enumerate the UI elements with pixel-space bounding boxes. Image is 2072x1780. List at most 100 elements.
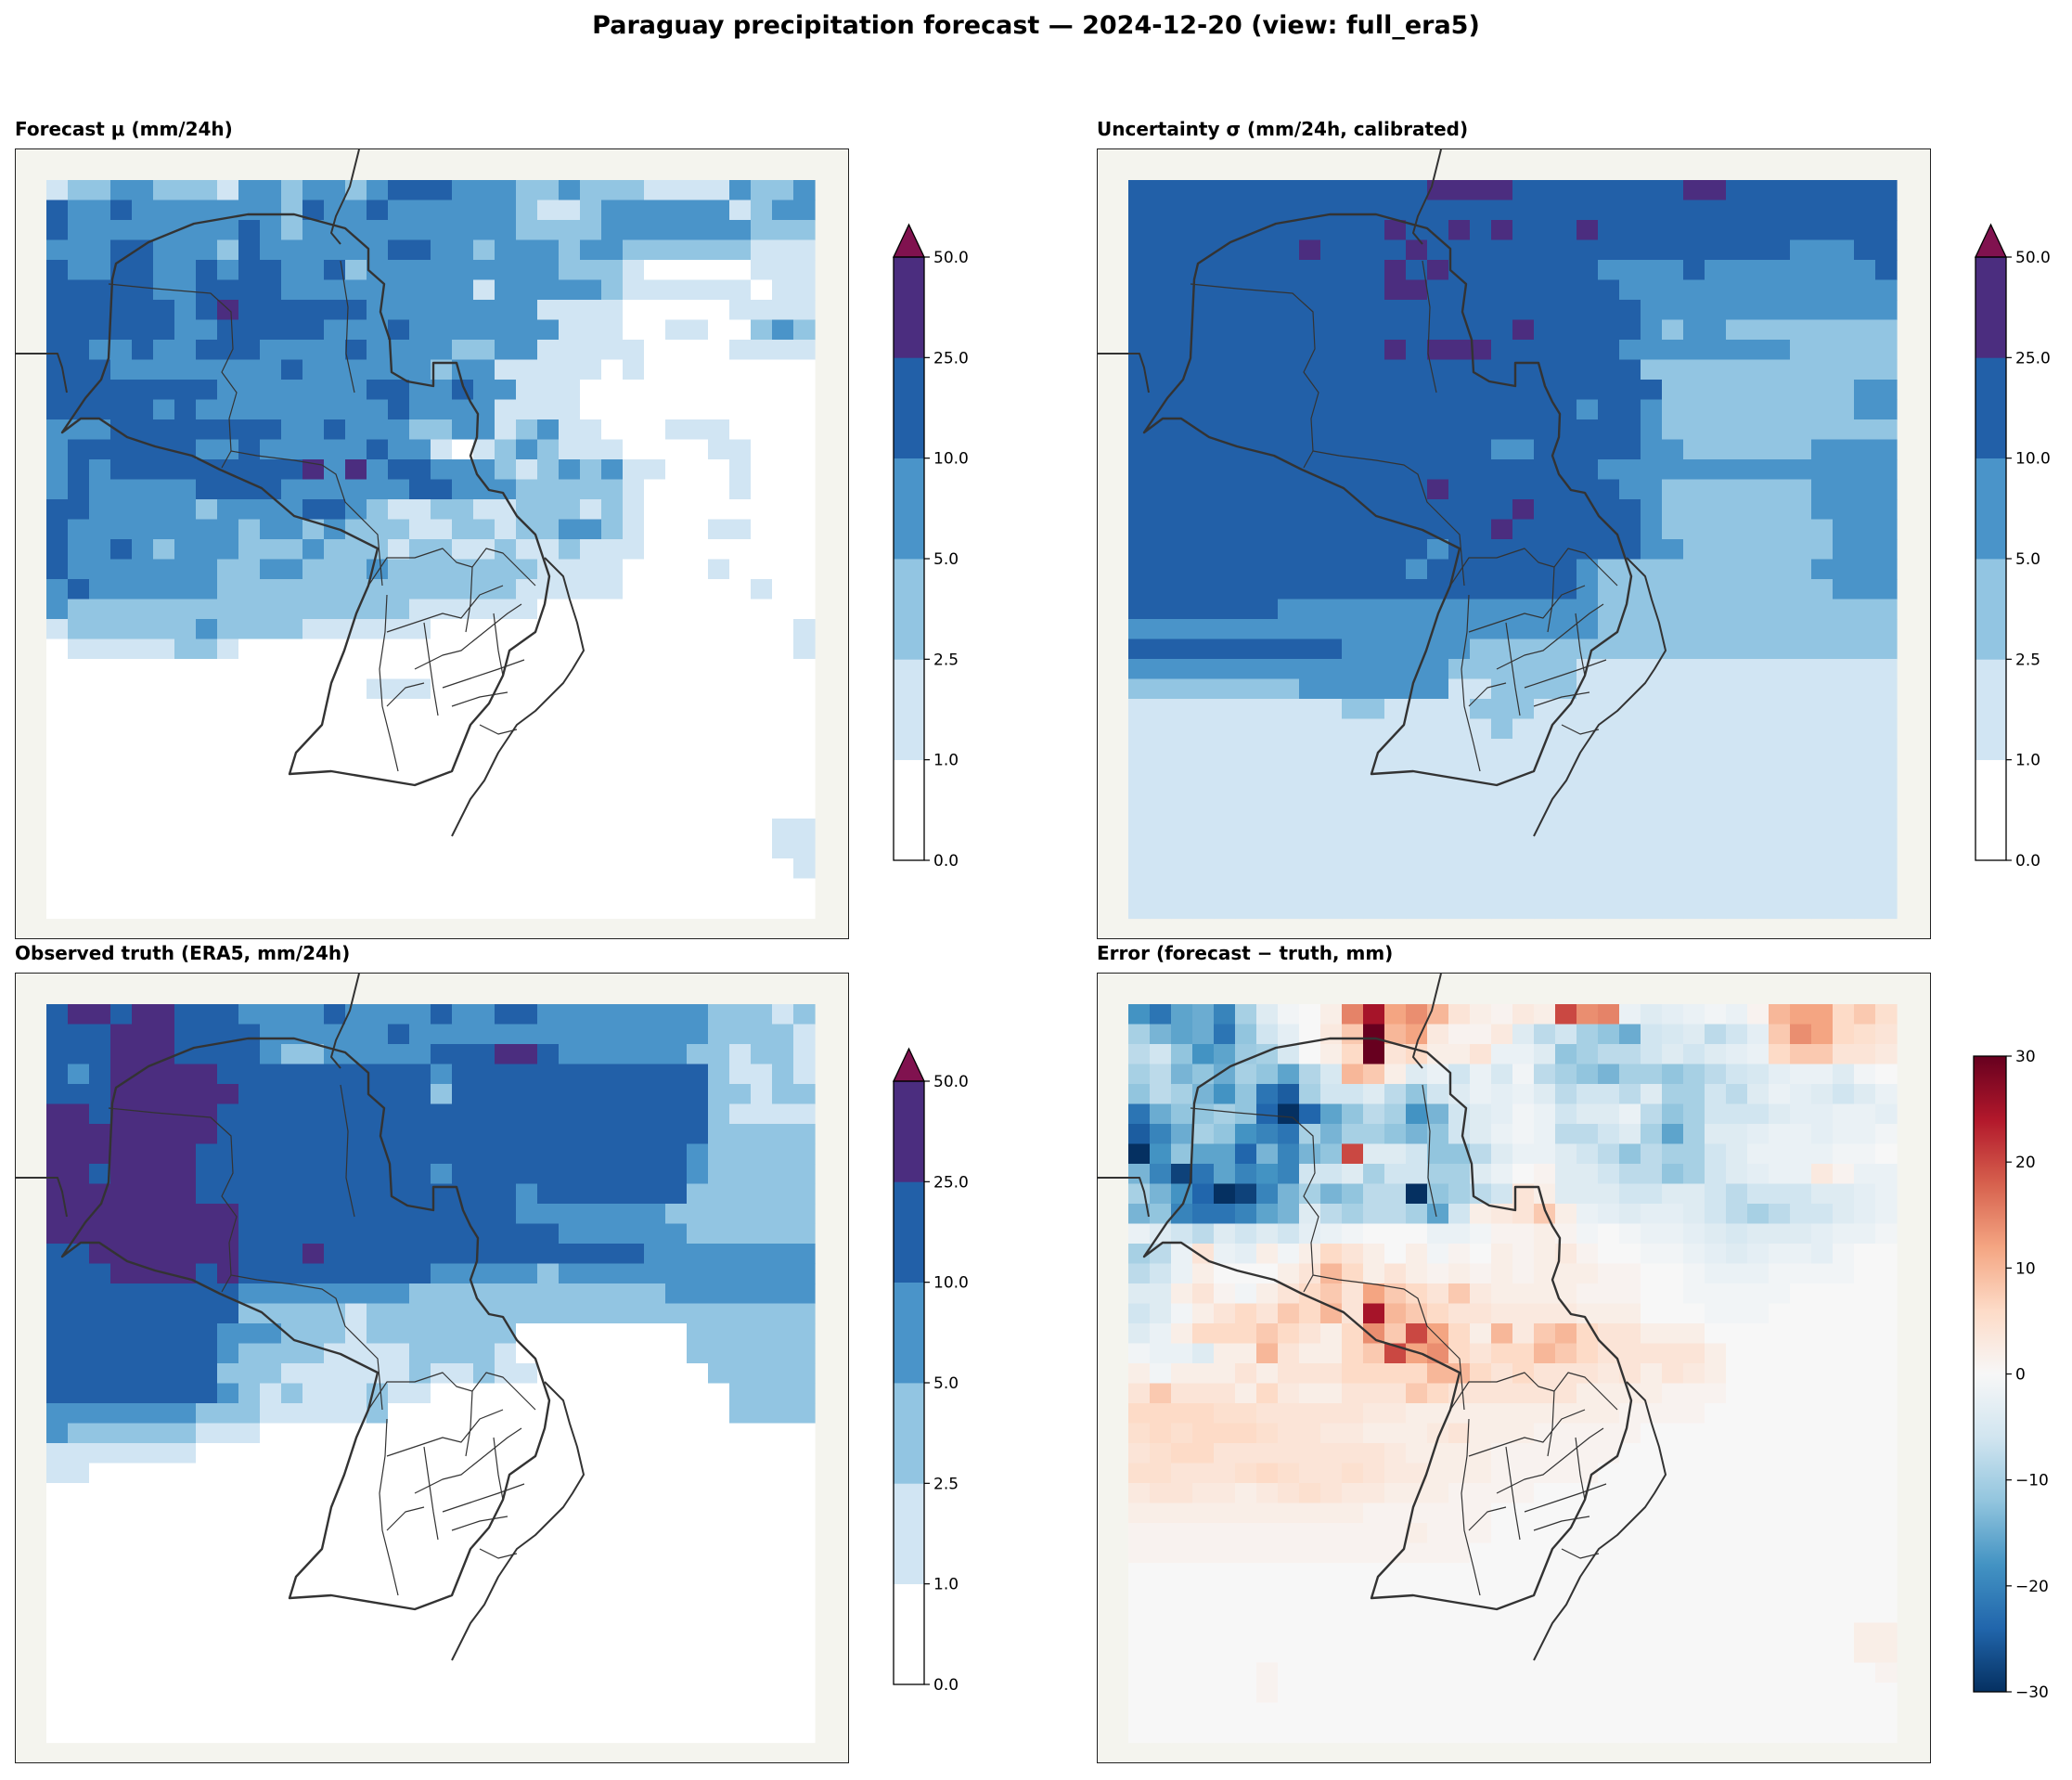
paraguay-outline (60, 213, 551, 787)
grid-cell (665, 638, 688, 660)
grid-cell (281, 1403, 303, 1425)
grid-cell (1363, 479, 1385, 500)
grid-cell (495, 319, 517, 341)
grid-cell (1662, 1343, 1684, 1364)
colorbar-tick-label: 10.0 (2015, 450, 2051, 469)
grid-cell (1192, 1124, 1215, 1145)
grid-cell (431, 1283, 453, 1305)
grid-cell (1363, 439, 1385, 460)
grid-cell (409, 1283, 431, 1305)
grid-cell (1811, 1383, 1834, 1404)
grid-cell (1662, 739, 1684, 760)
grid-cell (409, 1603, 431, 1624)
grid-cell (1128, 1204, 1151, 1225)
grid-cell (1747, 599, 1770, 620)
grid-cell (1641, 399, 1663, 420)
grid-cell (367, 619, 389, 640)
grid-cell (1662, 1443, 1684, 1464)
grid-cell (260, 798, 282, 819)
truth-map[interactable] (15, 973, 849, 1763)
grid-cell (1256, 1164, 1279, 1185)
grid-cell (196, 220, 218, 241)
grid-cell (452, 1223, 474, 1245)
grid-cell (1491, 180, 1513, 201)
grid-cell (1448, 479, 1471, 500)
grid-cell (281, 1483, 303, 1504)
grid-cell (302, 1463, 325, 1484)
grid-cell (644, 200, 666, 221)
grid-cell (1171, 1164, 1193, 1185)
grid-cell (153, 220, 175, 241)
grid-cell (260, 1024, 282, 1045)
grid-cell (153, 718, 175, 740)
grid-cell (1555, 1124, 1577, 1145)
grid-cell (1619, 399, 1641, 420)
grid-cell (217, 1622, 239, 1644)
grid-cell (1299, 678, 1321, 700)
grid-cell (1833, 1343, 1855, 1364)
grid-cell (452, 499, 474, 521)
grid-cell (537, 380, 560, 401)
grid-cell (495, 1643, 517, 1664)
grid-cell (708, 798, 730, 819)
error-map[interactable] (1097, 973, 1931, 1763)
grid-cell (388, 599, 410, 620)
grid-cell (302, 1662, 325, 1683)
grid-cell (89, 1204, 111, 1225)
grid-cell (217, 1503, 239, 1524)
grid-cell (1384, 559, 1407, 580)
grid-cell (537, 1483, 560, 1504)
grid-cell (580, 399, 602, 420)
grid-cell (1192, 1443, 1215, 1464)
grid-cell (46, 898, 69, 920)
grid-cell (1577, 359, 1599, 381)
grid-cell (153, 1503, 175, 1524)
grid-cell (1811, 1463, 1834, 1484)
grid-cell (516, 1183, 538, 1205)
grid-cell (665, 858, 688, 880)
grid-cell (1342, 599, 1364, 620)
grid-cell (345, 1164, 367, 1185)
grid-cell (708, 380, 730, 401)
grid-cell (1641, 459, 1663, 481)
grid-cell (46, 1503, 69, 1524)
grid-cell (260, 239, 282, 261)
grid-cell (473, 1563, 495, 1584)
grid-cell (324, 1183, 346, 1205)
grid-cell (516, 1463, 538, 1484)
grid-cell (1299, 1004, 1321, 1025)
grid-cell (1555, 200, 1577, 221)
grid-cell (1854, 819, 1876, 840)
grid-cell (1811, 1204, 1834, 1225)
grid-cell (1214, 239, 1236, 261)
grid-cell (345, 898, 367, 920)
grid-cell (89, 1283, 111, 1305)
grid-cell (1555, 1004, 1577, 1025)
grid-cell (1555, 359, 1577, 381)
grid-cell (196, 758, 218, 780)
grid-cell (132, 739, 154, 760)
grid-cell (1555, 1443, 1577, 1464)
grid-cell (132, 200, 154, 221)
grid-cell (1683, 419, 1705, 441)
grid-cell (1342, 819, 1364, 840)
grid-cell (1235, 1443, 1257, 1464)
grid-cell (559, 878, 581, 899)
grid-cell (238, 718, 261, 740)
grid-cell (1833, 1103, 1855, 1125)
grid-cell (1683, 898, 1705, 920)
grid-cell (580, 898, 602, 920)
grid-cell (729, 819, 752, 840)
forecast-map[interactable] (15, 148, 849, 939)
grid-cell (196, 819, 218, 840)
grid-cell (729, 340, 752, 361)
grid-cell (1491, 499, 1513, 521)
grid-cell (68, 300, 90, 321)
grid-cell (772, 1164, 794, 1185)
uncertainty-map[interactable] (1097, 148, 1931, 939)
grid-cell (665, 819, 688, 840)
grid-cell (473, 579, 495, 600)
grid-cell (260, 599, 282, 620)
grid-cell (1619, 200, 1641, 221)
grid-cell (1384, 1064, 1407, 1085)
